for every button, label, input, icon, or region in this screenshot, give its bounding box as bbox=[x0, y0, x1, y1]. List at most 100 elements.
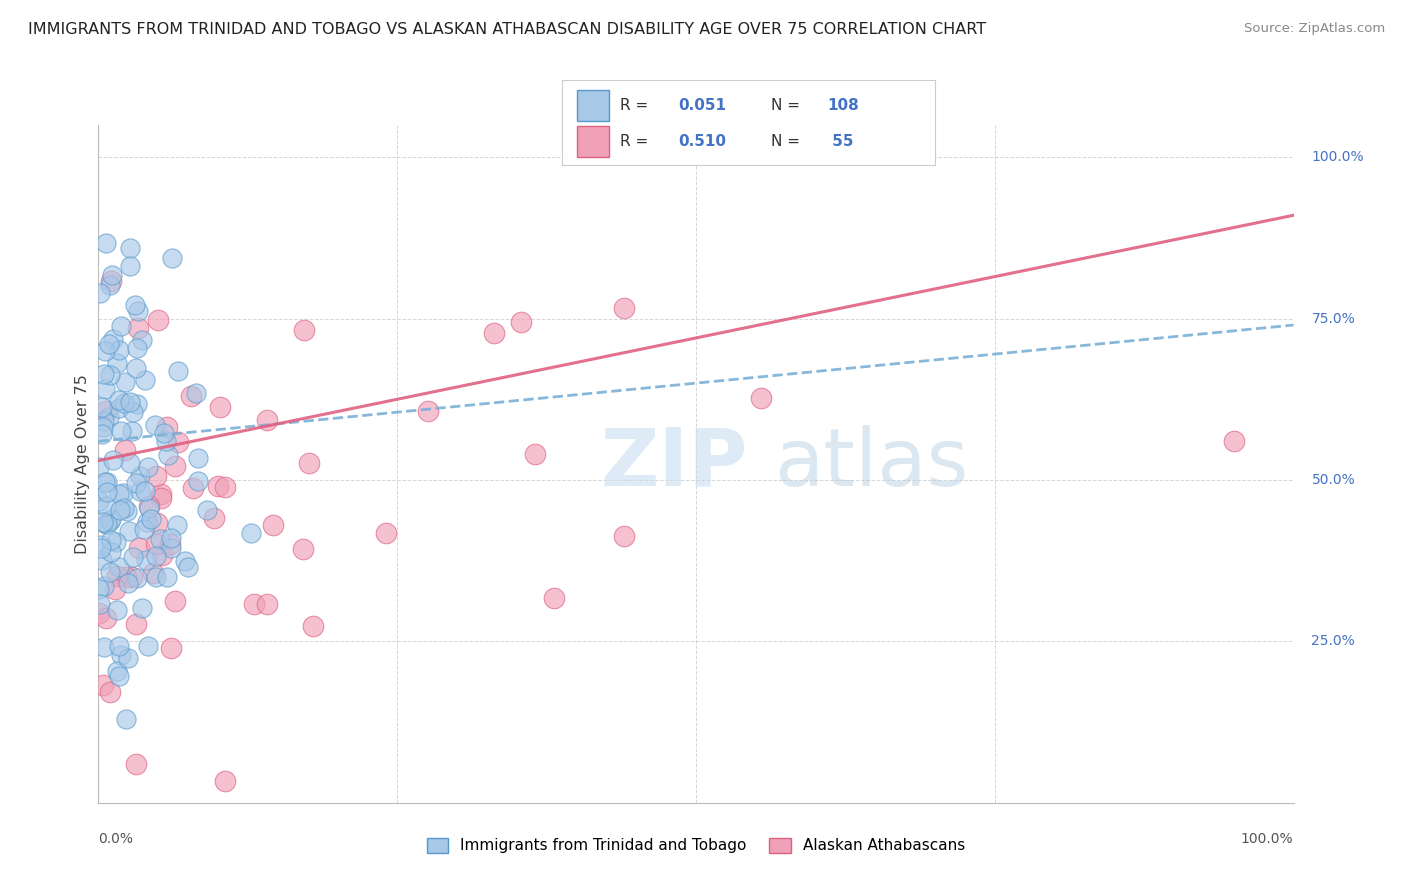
Point bbox=[510, 315, 533, 329]
Point bbox=[145, 537, 167, 551]
Point bbox=[121, 424, 143, 438]
Point bbox=[149, 532, 172, 546]
Point bbox=[135, 552, 157, 566]
Point bbox=[183, 481, 205, 495]
Point bbox=[187, 475, 209, 489]
Point bbox=[98, 515, 121, 529]
Point bbox=[93, 414, 115, 428]
Point bbox=[120, 241, 142, 255]
Point bbox=[108, 343, 131, 357]
Point bbox=[94, 235, 117, 250]
Point bbox=[613, 529, 636, 543]
Point bbox=[156, 570, 179, 584]
Point bbox=[1222, 434, 1246, 448]
Y-axis label: Disability Age Over 75: Disability Age Over 75 bbox=[75, 374, 90, 554]
Point bbox=[209, 400, 232, 414]
Point bbox=[143, 417, 166, 432]
Point bbox=[98, 566, 121, 580]
Text: 0.051: 0.051 bbox=[678, 98, 725, 113]
Point bbox=[418, 404, 440, 418]
Bar bbox=[578, 126, 609, 157]
Point bbox=[134, 484, 156, 499]
Point bbox=[145, 569, 167, 583]
Point bbox=[145, 516, 167, 530]
Point bbox=[180, 389, 202, 403]
Point bbox=[166, 363, 188, 377]
Point bbox=[87, 607, 110, 621]
Text: atlas: atlas bbox=[773, 425, 967, 503]
Point bbox=[482, 326, 505, 341]
Point bbox=[131, 333, 153, 347]
Point bbox=[90, 537, 112, 551]
Point bbox=[114, 375, 136, 389]
Point bbox=[91, 419, 114, 434]
Point bbox=[243, 597, 266, 611]
Point bbox=[291, 541, 314, 556]
Point bbox=[125, 571, 148, 585]
Point bbox=[101, 332, 124, 346]
Point bbox=[98, 685, 121, 699]
Point bbox=[155, 434, 177, 448]
Point bbox=[125, 475, 148, 490]
Point bbox=[100, 545, 122, 559]
Bar bbox=[578, 90, 609, 121]
Point bbox=[93, 475, 115, 489]
Point bbox=[93, 579, 115, 593]
Point bbox=[107, 401, 129, 416]
Point bbox=[127, 303, 149, 318]
Point bbox=[138, 501, 160, 516]
Text: IMMIGRANTS FROM TRINIDAD AND TOBAGO VS ALASKAN ATHABASCAN DISABILITY AGE OVER 75: IMMIGRANTS FROM TRINIDAD AND TOBAGO VS A… bbox=[28, 22, 986, 37]
Point bbox=[108, 487, 131, 501]
Point bbox=[110, 424, 132, 438]
Text: 55: 55 bbox=[827, 134, 853, 149]
Point bbox=[96, 517, 118, 532]
Point bbox=[120, 259, 142, 273]
Point bbox=[94, 343, 117, 358]
Point bbox=[89, 493, 111, 508]
Text: R =: R = bbox=[620, 134, 654, 149]
Point bbox=[93, 368, 115, 382]
Point bbox=[177, 560, 200, 574]
Text: ZIP: ZIP bbox=[600, 425, 748, 503]
Point bbox=[94, 611, 117, 625]
Point bbox=[94, 499, 117, 513]
Point bbox=[94, 382, 117, 396]
Point bbox=[141, 566, 163, 580]
Point bbox=[118, 394, 141, 409]
Point bbox=[98, 410, 121, 425]
Point bbox=[93, 640, 115, 654]
Point bbox=[105, 356, 128, 370]
Point bbox=[139, 511, 162, 525]
Point bbox=[120, 456, 142, 470]
Point bbox=[150, 548, 173, 562]
Point bbox=[89, 285, 111, 300]
Text: 100.0%: 100.0% bbox=[1312, 150, 1364, 164]
Text: N =: N = bbox=[770, 98, 804, 113]
Point bbox=[749, 391, 772, 405]
Point bbox=[134, 373, 156, 387]
Point bbox=[114, 443, 136, 458]
Point bbox=[374, 525, 396, 540]
Point bbox=[94, 403, 117, 417]
Point bbox=[124, 757, 146, 772]
Point bbox=[256, 597, 278, 611]
Point bbox=[153, 425, 176, 440]
Point bbox=[108, 392, 131, 407]
Text: 108: 108 bbox=[827, 98, 859, 113]
Point bbox=[157, 448, 180, 462]
Point bbox=[128, 484, 150, 499]
Point bbox=[128, 541, 150, 556]
Point bbox=[298, 456, 321, 470]
Point bbox=[117, 576, 139, 591]
Point bbox=[112, 486, 135, 500]
Point bbox=[124, 298, 146, 312]
Point bbox=[262, 518, 284, 533]
Point bbox=[159, 531, 181, 545]
Point bbox=[135, 515, 157, 529]
Point bbox=[104, 582, 127, 597]
Point bbox=[110, 319, 132, 334]
Point bbox=[132, 522, 155, 536]
Point bbox=[100, 512, 122, 526]
Point bbox=[91, 515, 114, 529]
Point bbox=[214, 480, 236, 494]
